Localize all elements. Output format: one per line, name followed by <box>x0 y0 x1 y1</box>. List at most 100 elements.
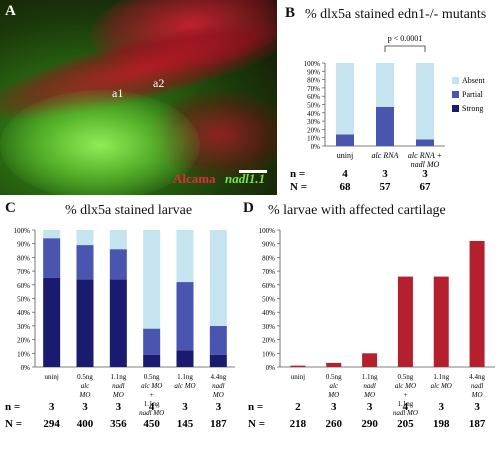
bar <box>362 353 378 367</box>
category-label: nadl <box>112 382 125 390</box>
N-value: 67 <box>420 181 432 193</box>
bar-segment-partial <box>209 325 227 355</box>
legend-nadl: nadl1.1 <box>225 171 266 186</box>
n-row-label: n = <box>5 401 20 413</box>
chart-d: 0% 10% 20% 30% 40% 50% 60% 70% 80% 90% 100% uninj 2 2… <box>248 227 495 430</box>
n-value: 3 <box>82 401 88 413</box>
N-value: 205 <box>397 418 414 430</box>
chart-c: 0% 10% 20% 30% 40% 50% 60% 70% 80% 90% 100% uninj 3 2… <box>5 227 235 430</box>
N-value: 260 <box>326 418 343 430</box>
bar <box>397 276 413 367</box>
legend-label-strong: Strong <box>462 104 483 113</box>
bar <box>326 362 342 367</box>
y-tick-label: 80% <box>17 254 30 262</box>
y-tick-label: 70% <box>17 268 30 276</box>
category-label: nadl MO <box>411 160 440 169</box>
chart-title-d: % larvae with affected cartilage <box>268 203 446 218</box>
category-label: 1.1ng <box>144 400 160 408</box>
category-label: nadl <box>212 382 225 390</box>
N-row-label: N = <box>248 418 265 430</box>
bar <box>290 365 306 367</box>
scale-bar <box>239 170 267 173</box>
y-tick-label: 50% <box>262 296 275 304</box>
y-tick-label: 60% <box>17 282 30 290</box>
legend-label-partial: Partial <box>462 90 484 99</box>
y-tick-label: 40% <box>262 309 275 317</box>
bar-segment-absent <box>43 230 61 239</box>
N-value: 356 <box>110 418 127 430</box>
n-value: 3 <box>116 401 122 413</box>
y-tick-label: 100% <box>259 227 276 235</box>
y-tick-label: 30% <box>17 323 30 331</box>
category-label: alc <box>329 382 338 390</box>
category-label: MO <box>112 391 124 399</box>
bar-segment-partial <box>376 106 394 146</box>
category-label: alc MO <box>141 382 162 390</box>
n-value: 3 <box>474 401 480 413</box>
bar-segment-absent <box>376 63 394 107</box>
y-tick-label: 0% <box>311 143 321 151</box>
annotation-a1: a1 <box>112 86 124 100</box>
bar-segment-absent <box>416 63 434 140</box>
category-label: uninj <box>337 151 353 160</box>
N-value: 187 <box>210 418 227 430</box>
y-tick-label: 50% <box>17 296 30 304</box>
y-tick-label: 90% <box>307 68 320 76</box>
category-label: alc MO <box>174 382 195 390</box>
y-tick-label: 100% <box>14 227 31 235</box>
category-label: nadl <box>471 382 484 390</box>
category-label: MO <box>79 391 91 399</box>
N-row-label: N = <box>290 181 307 193</box>
bar-segment-partial <box>76 245 94 280</box>
y-tick-label: 20% <box>262 337 275 345</box>
bar-segment-strong <box>76 279 94 367</box>
n-value: 3 <box>422 168 428 180</box>
category-label: + <box>403 391 407 399</box>
y-tick-label: 60% <box>307 93 320 101</box>
n-value: 4 <box>403 401 409 413</box>
chart-title-c: % dlx5a stained larvae <box>65 203 193 218</box>
bar-segment-absent <box>109 230 127 250</box>
bar-segment-partial <box>336 134 354 146</box>
legend-swatch-strong <box>452 105 459 112</box>
y-tick-label: 70% <box>262 268 275 276</box>
N-value: 187 <box>469 418 486 430</box>
n-value: 2 <box>295 401 301 413</box>
y-tick-label: 20% <box>307 126 320 134</box>
n-value: 3 <box>49 401 55 413</box>
category-label: MO <box>327 391 339 399</box>
N-value: 294 <box>43 418 60 430</box>
y-tick-label: 10% <box>262 350 275 358</box>
category-label: 1.1ng <box>398 400 414 408</box>
bar-segment-partial <box>416 139 434 146</box>
N-value: 290 <box>361 418 378 430</box>
n-row-label: n = <box>290 168 305 180</box>
category-label: 0.5ng <box>144 373 160 381</box>
n-row-label: n = <box>248 401 263 413</box>
category-label: 1.1ng <box>177 373 193 381</box>
category-label: uninj <box>291 373 305 381</box>
y-tick-label: 30% <box>262 323 275 331</box>
chart-title-b: % dlx5a stained edn1-/- mutants <box>305 7 487 22</box>
category-label: nadl <box>363 382 376 390</box>
n-value: 3 <box>382 168 388 180</box>
category-label: alc RNA + <box>408 151 442 160</box>
legend-alcama: Alcama <box>173 171 216 186</box>
micrograph-panel-a: A a1 a2 Alcama nadl1.1 <box>0 0 277 195</box>
N-value: 400 <box>77 418 94 430</box>
y-tick-label: 40% <box>17 309 30 317</box>
y-tick-label: 80% <box>262 254 275 262</box>
bar-segment-strong <box>209 354 227 367</box>
bar-segment-absent <box>209 230 227 326</box>
y-tick-label: 90% <box>17 241 30 249</box>
legend-swatch-partial <box>452 91 459 98</box>
N-row-label: N = <box>5 418 22 430</box>
category-label: alc MO <box>431 382 452 390</box>
category-label: 4.4ng <box>210 373 226 381</box>
n-value: 3 <box>331 401 337 413</box>
n-value: 3 <box>439 401 445 413</box>
panel-label-b: B <box>285 5 296 21</box>
bar <box>469 240 485 367</box>
n-value: 3 <box>367 401 373 413</box>
bar-segment-strong <box>143 354 161 367</box>
